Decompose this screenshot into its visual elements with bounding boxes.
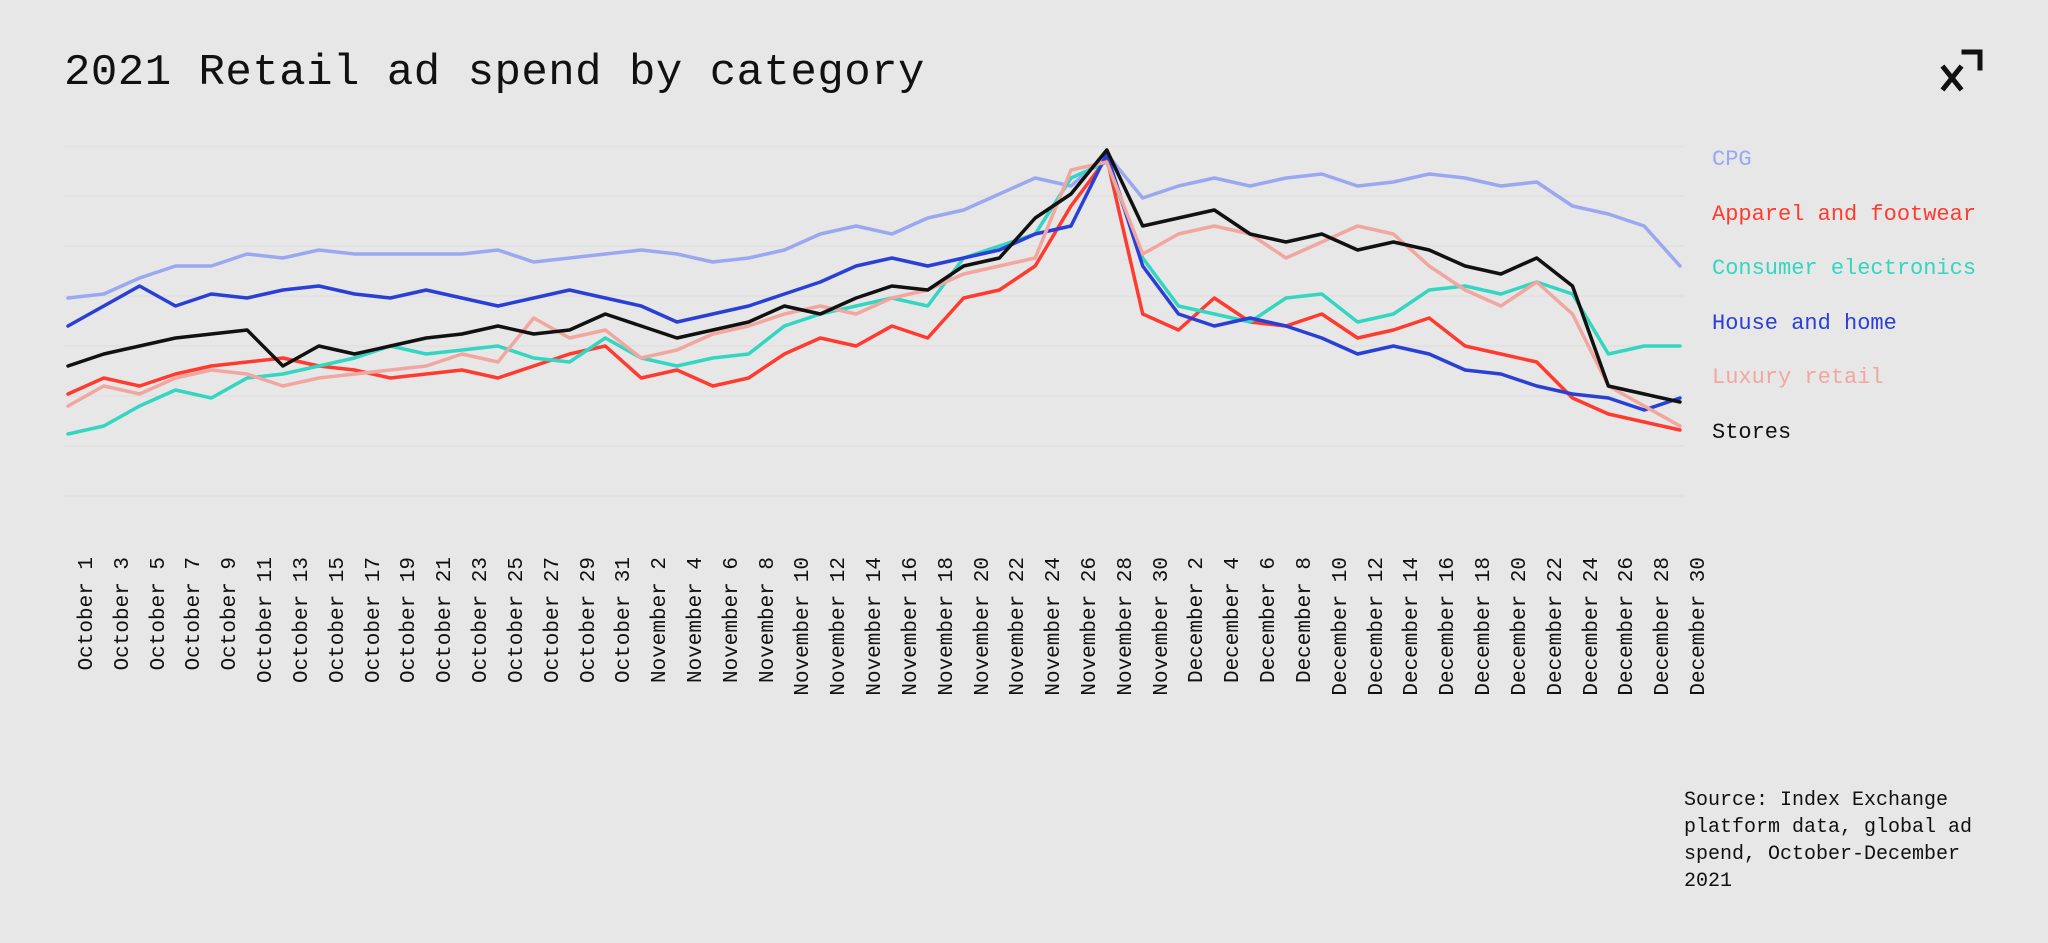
x-tick-label: November 14 bbox=[864, 557, 887, 696]
x-tick-label: December 12 bbox=[1366, 557, 1389, 696]
source-caption: Source: Index Exchange platform data, gl… bbox=[1684, 787, 1984, 895]
legend: CPG Apparel and footwear Consumer electron… bbox=[1684, 146, 1984, 448]
x-tick-label: December 2 bbox=[1186, 557, 1209, 683]
series-luxury-retail bbox=[68, 162, 1680, 426]
line-chart bbox=[64, 146, 1684, 546]
legend-item-consumer-electronics: Consumer electronics bbox=[1712, 255, 1984, 284]
x-tick-label: December 10 bbox=[1330, 557, 1353, 696]
legend-item-cpg: CPG bbox=[1712, 146, 1984, 175]
legend-item-stores: Stores bbox=[1712, 419, 1984, 448]
x-tick-label: December 18 bbox=[1473, 557, 1496, 696]
series-cpg bbox=[68, 154, 1680, 298]
x-tick-label: October 21 bbox=[434, 557, 457, 683]
x-tick-label: October 19 bbox=[398, 557, 421, 683]
page-root: 2021 Retail ad spend by category October… bbox=[0, 0, 2048, 943]
x-tick-label: December 14 bbox=[1401, 557, 1424, 696]
x-tick-label: December 28 bbox=[1652, 557, 1675, 696]
index-exchange-icon bbox=[1936, 48, 1984, 96]
series-consumer-electronics bbox=[68, 162, 1680, 434]
x-tick-label: November 18 bbox=[936, 557, 959, 696]
x-tick-label: October 11 bbox=[255, 557, 278, 683]
x-tick-label: November 28 bbox=[1115, 557, 1138, 696]
x-tick-label: December 4 bbox=[1222, 557, 1245, 683]
legend-item-house-and-home: House and home bbox=[1712, 310, 1984, 339]
x-tick-label: November 6 bbox=[721, 557, 744, 683]
x-tick-label: November 10 bbox=[792, 557, 815, 696]
x-tick-label: October 13 bbox=[291, 557, 314, 683]
x-tick-label: October 29 bbox=[578, 557, 601, 683]
x-tick-label: November 20 bbox=[972, 557, 995, 696]
series-house-and-home bbox=[68, 154, 1680, 410]
x-tick-label: December 26 bbox=[1616, 557, 1639, 696]
x-tick-label: November 26 bbox=[1079, 557, 1102, 696]
x-tick-label: October 7 bbox=[183, 557, 206, 670]
x-tick-label: November 8 bbox=[757, 557, 780, 683]
x-tick-label: December 8 bbox=[1294, 557, 1317, 683]
x-tick-label: October 15 bbox=[327, 557, 350, 683]
chart-title: 2021 Retail ad spend by category bbox=[64, 48, 925, 98]
content-row: October 1 October 3 October 5 October 7 Octo… bbox=[64, 146, 1984, 757]
chart-column: October 1 October 3 October 5 October 7 Octo… bbox=[64, 146, 1684, 757]
legend-item-apparel-and-footwear: Apparel and footwear bbox=[1712, 201, 1984, 230]
legend-item-luxury-retail: Luxury retail bbox=[1712, 364, 1984, 393]
x-tick-label: October 1 bbox=[76, 557, 99, 670]
x-tick-label: November 22 bbox=[1007, 557, 1030, 696]
x-tick-label: December 30 bbox=[1688, 557, 1711, 696]
series-apparel-and-footwear bbox=[68, 158, 1680, 430]
x-tick-label: November 30 bbox=[1151, 557, 1174, 696]
x-tick-label: October 5 bbox=[148, 557, 171, 670]
x-tick-label: October 17 bbox=[363, 557, 386, 683]
x-tick-label: December 6 bbox=[1258, 557, 1281, 683]
header-row: 2021 Retail ad spend by category bbox=[64, 48, 1984, 98]
x-tick-label: October 31 bbox=[613, 557, 636, 683]
x-tick-label: November 24 bbox=[1043, 557, 1066, 696]
x-tick-label: October 23 bbox=[470, 557, 493, 683]
x-tick-label: December 20 bbox=[1509, 557, 1532, 696]
x-tick-label: November 12 bbox=[828, 557, 851, 696]
x-tick-label: December 22 bbox=[1545, 557, 1568, 696]
x-axis: October 1 October 3 October 5 October 7 Octo… bbox=[64, 557, 1684, 757]
x-tick-label: November 2 bbox=[649, 557, 672, 683]
x-tick-label: December 16 bbox=[1437, 557, 1460, 696]
x-tick-label: October 3 bbox=[112, 557, 135, 670]
x-tick-label: October 27 bbox=[542, 557, 565, 683]
brand-logo bbox=[1936, 48, 1984, 96]
x-tick-label: November 16 bbox=[900, 557, 923, 696]
x-tick-label: December 24 bbox=[1581, 557, 1604, 696]
x-tick-label: October 9 bbox=[219, 557, 242, 670]
x-tick-label: November 4 bbox=[685, 557, 708, 683]
x-tick-label: October 25 bbox=[506, 557, 529, 683]
